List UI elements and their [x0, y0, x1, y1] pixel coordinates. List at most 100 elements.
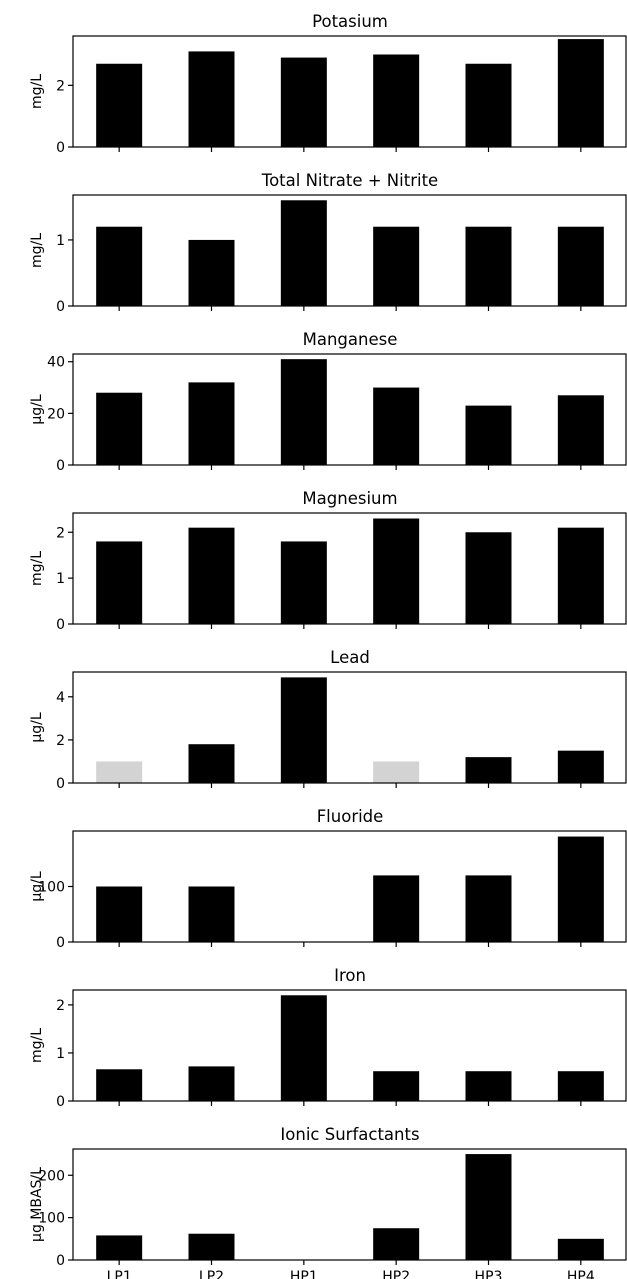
bar-hp4 [557, 836, 604, 942]
bar-lp2 [188, 51, 235, 147]
bar-hp3 [465, 1071, 512, 1101]
bar-lp2 [188, 886, 235, 942]
bar-hp4 [557, 527, 604, 624]
bar-lp1 [96, 886, 143, 942]
bar-hp4 [557, 1071, 604, 1101]
bar-lp1 [96, 1069, 143, 1101]
chart-title: Potasium [312, 12, 388, 31]
chart-title: Lead [330, 648, 370, 667]
bar-lp2 [188, 1066, 235, 1101]
y-tick-label: 2 [56, 733, 65, 749]
axes-frame [72, 194, 627, 307]
axes-frame [72, 1148, 627, 1261]
bar-lp2 [188, 1233, 235, 1260]
chart-panel: Manganese 0 20 40 μg/L [29, 330, 627, 474]
y-axis-label: μg/L [29, 712, 45, 743]
chart-title: Total Nitrate + Nitrite [261, 171, 438, 190]
bar-hp1 [280, 359, 327, 465]
y-tick-label: 100 [38, 1211, 65, 1227]
bar-hp2 [373, 1071, 420, 1101]
bar-hp3 [465, 875, 512, 942]
bar-lp1 [96, 392, 143, 465]
y-tick-label: 2 [56, 78, 65, 94]
bar-hp2 [373, 387, 420, 465]
bar-lp1 [96, 761, 143, 783]
axes-frame [72, 989, 627, 1102]
bar-lp1 [96, 541, 143, 624]
y-axis-label: μg/L [29, 394, 45, 425]
axes-frame [72, 353, 627, 466]
y-tick-label: 0 [56, 935, 65, 951]
bar-hp2 [373, 875, 420, 942]
bar-lp2 [188, 744, 235, 783]
bar-hp3 [465, 226, 512, 306]
bar-hp4 [557, 395, 604, 465]
y-tick-label: 0 [56, 1094, 65, 1110]
y-axis-label: mg/L [29, 551, 45, 586]
bar-hp1 [280, 541, 327, 624]
axes-frame [72, 671, 627, 784]
bar-hp3 [465, 405, 512, 465]
bar-hp2 [373, 761, 420, 783]
bar-lp2 [188, 239, 235, 306]
chart-panel: Potasium 0 2 mg/L [29, 12, 627, 156]
y-axis-label: mg/L [29, 233, 45, 268]
y-tick-label: 100 [38, 880, 65, 896]
y-tick-label: 0 [56, 299, 65, 315]
y-tick-label: 40 [47, 355, 65, 371]
chart-panel: Total Nitrate + Nitrite 0 1 mg/L [29, 171, 627, 315]
chart-panel: Iron 0 1 2 mg/L [29, 966, 627, 1110]
bar-hp4 [557, 1238, 604, 1260]
bar-hp2 [373, 54, 420, 147]
y-axis-label: μg/L [29, 871, 45, 902]
axes-frame [72, 512, 627, 625]
x-tick-label: HP2 [382, 1269, 410, 1279]
y-tick-label: 0 [56, 776, 65, 792]
y-tick-label: 1 [56, 233, 65, 249]
y-tick-label: 1 [56, 1046, 65, 1062]
x-tick-label: HP4 [567, 1269, 595, 1279]
y-tick-label: 4 [56, 690, 65, 706]
y-tick-label: 2 [56, 525, 65, 541]
bar-hp2 [373, 518, 420, 624]
bar-hp4 [557, 750, 604, 783]
axes-frame [72, 830, 627, 943]
chart-title: Manganese [303, 330, 398, 349]
bar-lp1 [96, 1235, 143, 1260]
y-tick-label: 20 [47, 406, 65, 422]
chart-title: Iron [334, 966, 366, 985]
chart-panel: Ionic Surfactants 0 100 200 LP1 LP2 HP1 HP2 HP3 H… [29, 1125, 627, 1279]
bar-hp2 [373, 1228, 420, 1260]
y-tick-label: 0 [56, 458, 65, 474]
y-axis-label: mg/L [29, 74, 45, 109]
chart-panel: Magnesium 0 1 2 mg/L [29, 489, 627, 633]
y-tick-label: 2 [56, 998, 65, 1014]
y-axis-label: mg/L [29, 1028, 45, 1063]
bar-hp2 [373, 226, 420, 306]
bar-hp3 [465, 63, 512, 147]
bar-hp4 [557, 39, 604, 148]
bar-hp3 [465, 757, 512, 783]
x-tick-label: LP2 [199, 1269, 224, 1279]
bar-lp2 [188, 527, 235, 624]
bar-lp2 [188, 382, 235, 465]
y-tick-label: 1 [56, 571, 65, 587]
chart-title: Fluoride [317, 807, 384, 826]
bar-hp4 [557, 226, 604, 306]
chart-title: Magnesium [302, 489, 397, 508]
y-tick-label: 0 [56, 617, 65, 633]
y-tick-label: 0 [56, 140, 65, 156]
x-tick-label: HP1 [290, 1269, 318, 1279]
x-tick-label: LP1 [107, 1269, 132, 1279]
chart-title: Ionic Surfactants [280, 1125, 419, 1144]
bar-hp3 [465, 1154, 512, 1260]
bar-hp1 [280, 995, 327, 1101]
bar-hp1 [280, 57, 327, 148]
bar-hp1 [280, 677, 327, 783]
y-tick-label: 0 [56, 1253, 65, 1269]
y-tick-label: 200 [38, 1168, 65, 1184]
bar-hp3 [465, 532, 512, 624]
bar-hp1 [280, 200, 327, 306]
